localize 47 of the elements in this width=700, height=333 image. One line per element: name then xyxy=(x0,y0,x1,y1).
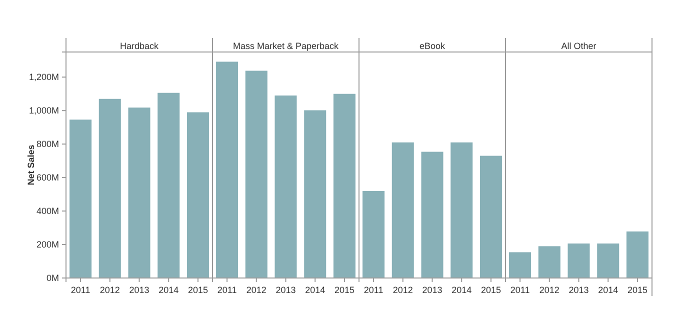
x-tick-label: 2014 xyxy=(158,285,179,296)
x-tick-label: 2015 xyxy=(334,285,354,296)
bar xyxy=(362,190,385,278)
y-tick-label: 800M xyxy=(36,138,59,149)
x-tick-label: 2014 xyxy=(452,285,472,296)
y-tick-label: 400M xyxy=(36,206,59,216)
bar xyxy=(480,156,502,278)
bar xyxy=(421,152,444,278)
bar xyxy=(509,252,532,278)
x-tick-label: 2012 xyxy=(539,285,560,296)
bar xyxy=(304,110,326,278)
x-tick-label: 2012 xyxy=(100,285,120,296)
chart-title: Mass Market & Paperback xyxy=(232,41,340,51)
bar xyxy=(392,142,414,278)
x-tick-label: 2013 xyxy=(276,285,296,296)
y-tick-label: 1,000M xyxy=(28,105,59,116)
x-tick-label: 2012 xyxy=(246,285,266,296)
bar xyxy=(450,142,473,278)
x-tick-label: 2015 xyxy=(627,285,648,296)
x-tick-label: 2014 xyxy=(598,285,618,296)
chart-title: eBook xyxy=(419,41,446,51)
bar xyxy=(538,246,560,278)
bar xyxy=(274,96,297,278)
bar xyxy=(626,231,648,278)
bar xyxy=(568,244,590,278)
y-axis-title: Net Sales xyxy=(26,144,36,186)
x-tick-label: 2011 xyxy=(70,285,90,296)
y-tick-label: 600M xyxy=(36,172,59,182)
x-tick-label: 2015 xyxy=(480,285,501,296)
x-tick-label: 2011 xyxy=(364,285,384,296)
bar xyxy=(216,62,238,278)
x-tick-label: 2013 xyxy=(568,285,589,296)
x-tick-label: 2011 xyxy=(510,285,530,296)
y-tick-label: 1,200M xyxy=(28,72,59,82)
x-tick-label: 2013 xyxy=(422,285,442,296)
y-tick-label: 0M xyxy=(46,272,59,283)
x-tick-label: 2011 xyxy=(217,285,237,296)
chart-title: All Other xyxy=(561,41,596,51)
x-tick-label: 2013 xyxy=(129,285,150,296)
x-tick-label: 2015 xyxy=(188,285,208,296)
y-tick-label: 200M xyxy=(36,239,59,250)
bar xyxy=(597,244,620,278)
x-tick-label: 2014 xyxy=(305,285,326,296)
bar xyxy=(245,70,268,278)
x-tick-label: 2012 xyxy=(392,285,413,296)
chart-title: Hardback xyxy=(120,41,159,51)
bar xyxy=(333,94,356,278)
